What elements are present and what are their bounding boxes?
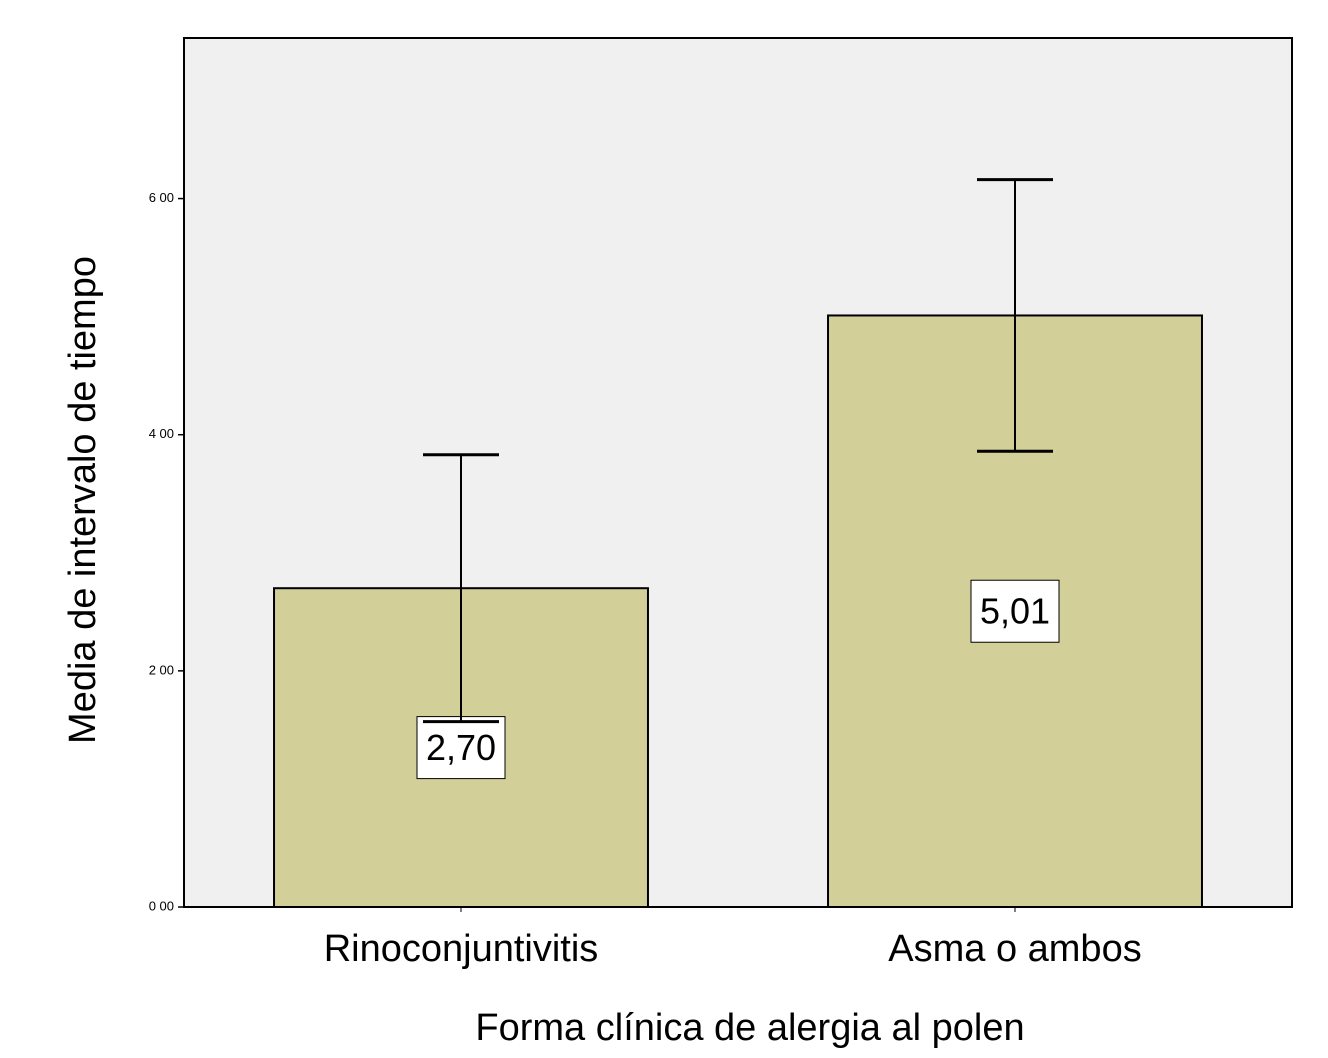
y-tick-label: 0 00 (149, 898, 174, 913)
y-axis-label: Media de intervalo de tiempo (62, 256, 104, 744)
y-tick-label: 4 00 (149, 426, 174, 441)
x-tick-label: Rinoconjuntivitis (324, 928, 599, 970)
value-label-box (970, 579, 1060, 643)
value-label: 5,01 (980, 591, 1050, 632)
x-axis-label: Forma clínica de alergia al polen (475, 1007, 1024, 1049)
y-tick-label: 6 00 (149, 190, 174, 205)
x-tick-label: Asma o ambos (888, 928, 1141, 970)
value-label: 2,70 (426, 727, 496, 768)
y-tick-label: 2 00 (149, 662, 174, 677)
